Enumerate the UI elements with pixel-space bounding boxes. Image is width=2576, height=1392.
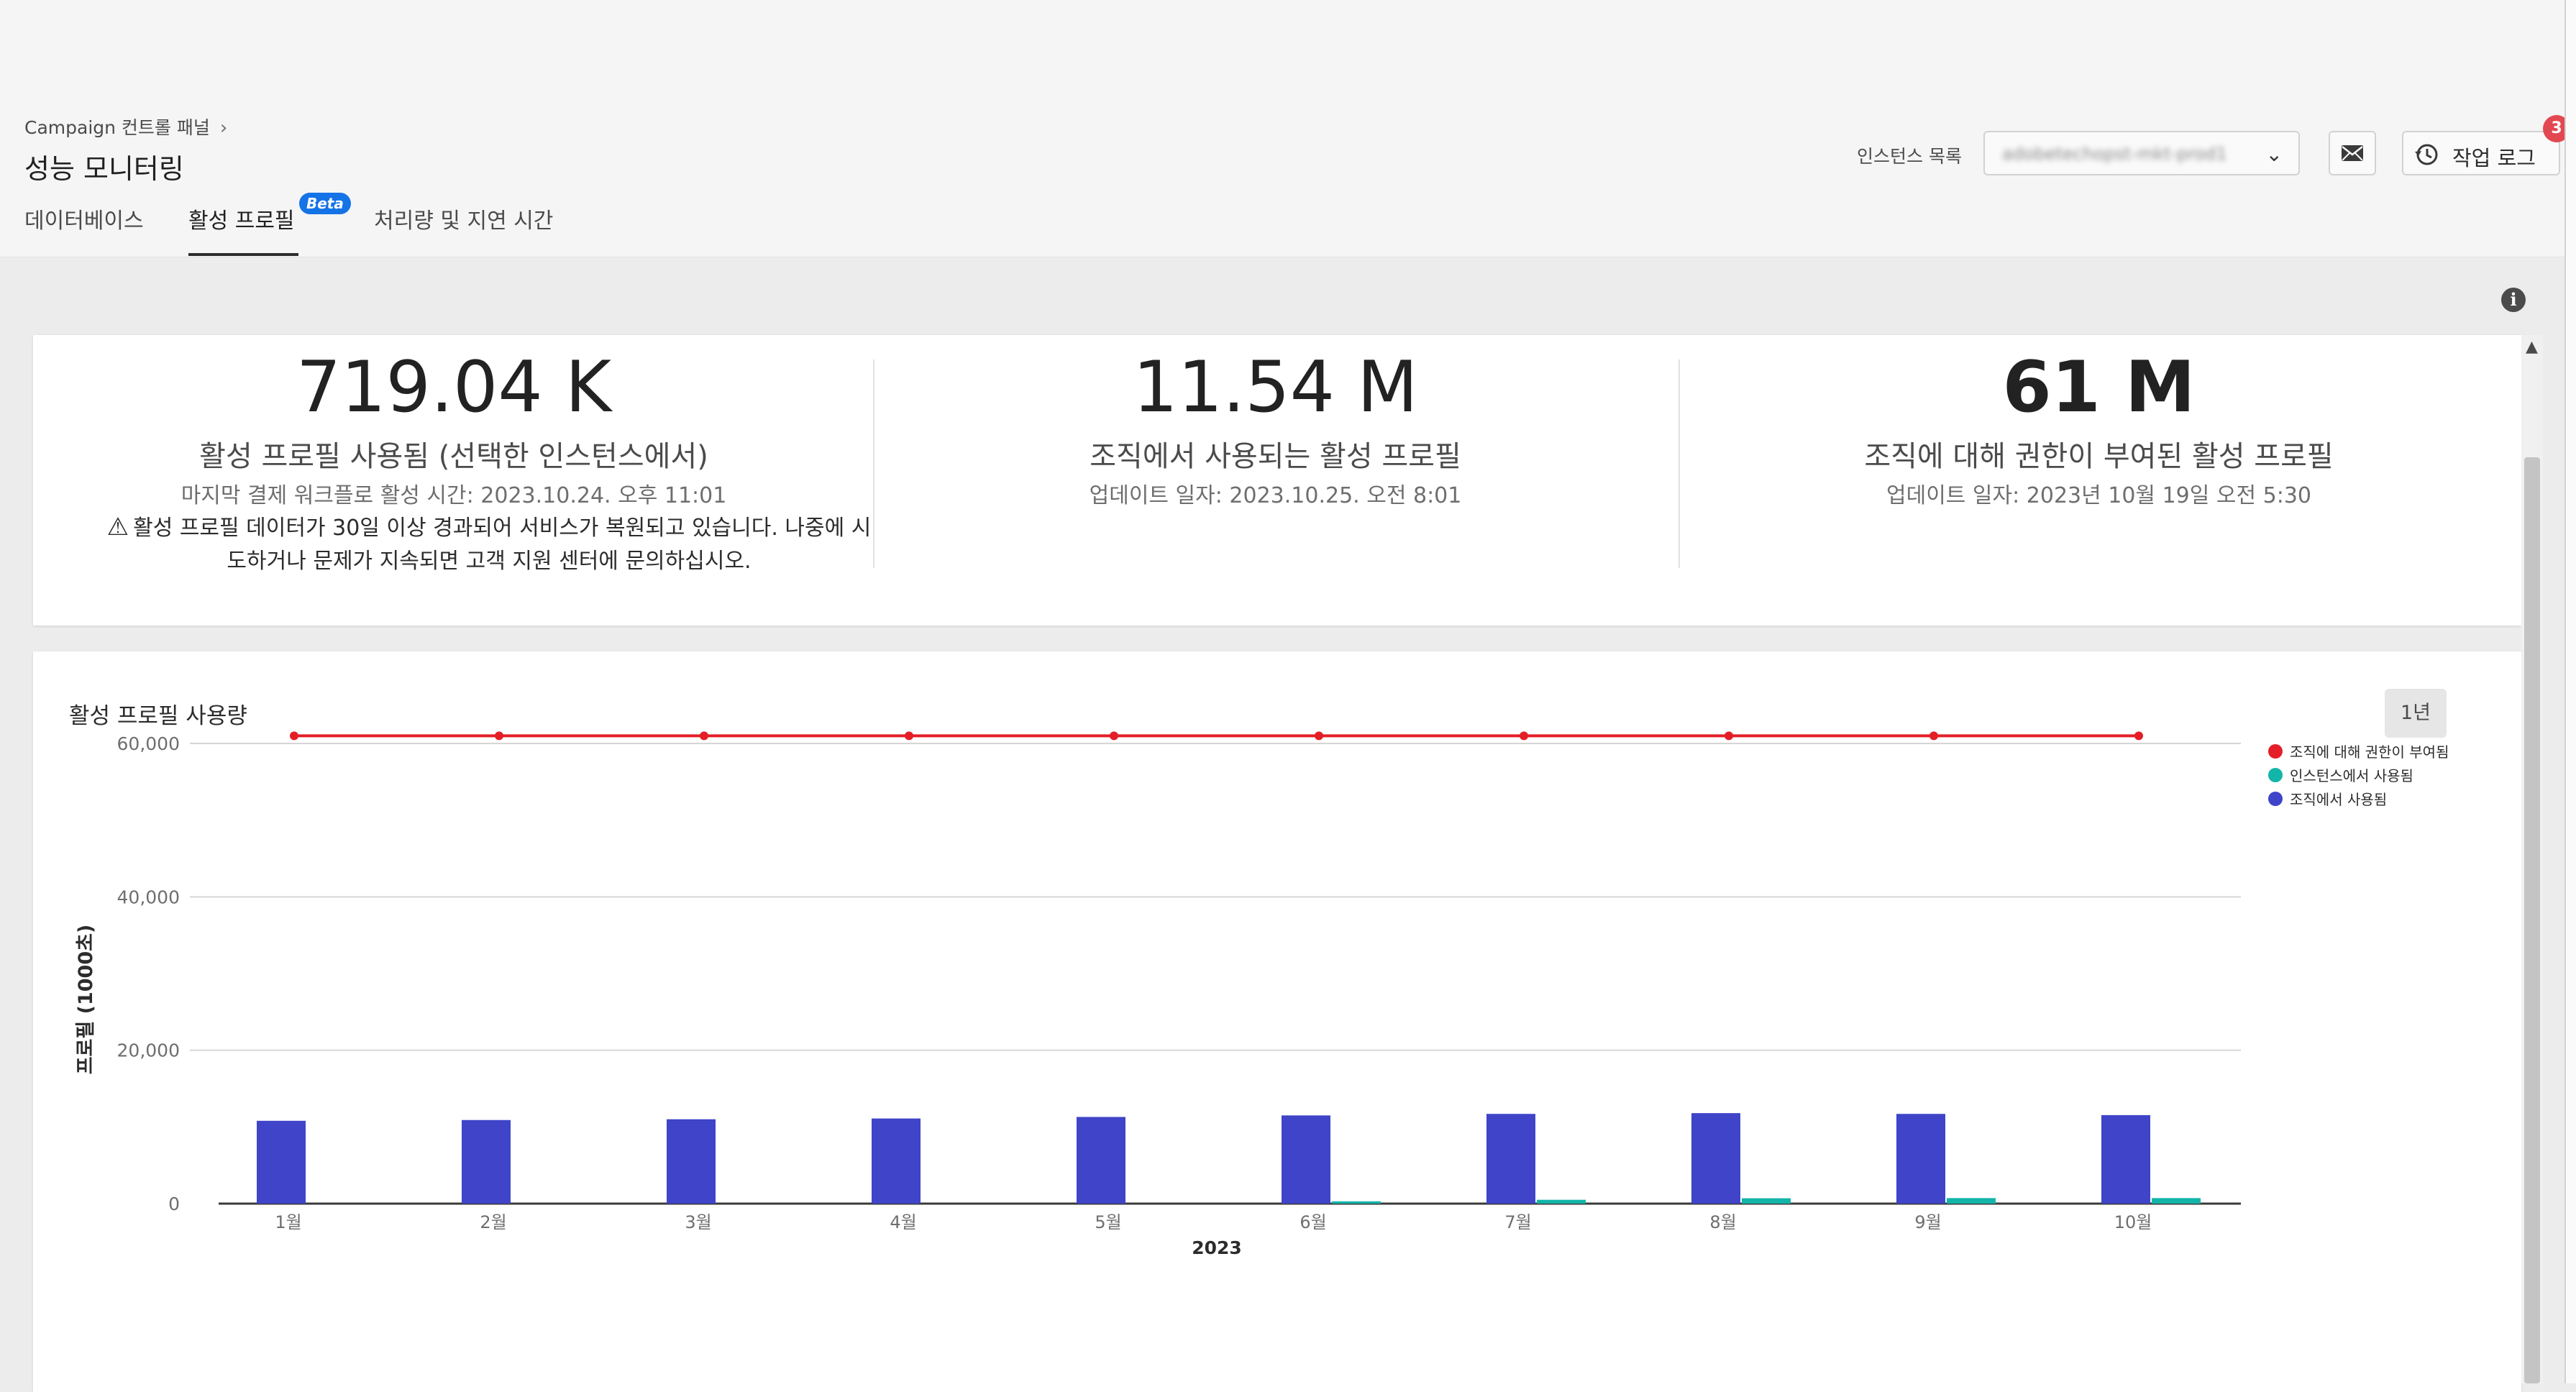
top-header: Campaign 컨트롤 패널 › 성능 모니터링 데이터베이스 활성 프로필 B… bbox=[0, 0, 2576, 257]
job-log-label: 작업 로그 bbox=[2452, 146, 2536, 170]
legend-item[interactable]: 조직에서 사용됨 bbox=[2268, 788, 2449, 812]
history-icon bbox=[2415, 144, 2438, 165]
bar-org-used bbox=[872, 1118, 921, 1204]
legend-swatch bbox=[2268, 767, 2283, 782]
info-icon[interactable]: i bbox=[2501, 288, 2526, 312]
chart-title: 활성 프로필 사용량 bbox=[69, 703, 247, 729]
mail-icon bbox=[2342, 145, 2363, 161]
chart-legend: 조직에 대해 권한이 부여됨 인스턴스에서 사용됨 조직에서 사용됨 bbox=[2268, 741, 2449, 812]
x-tick-label: 4월 bbox=[890, 1212, 916, 1232]
window-edge bbox=[2564, 0, 2576, 1383]
mail-button[interactable] bbox=[2329, 131, 2376, 175]
breadcrumb[interactable]: Campaign 컨트롤 패널 › bbox=[24, 114, 227, 139]
stats-card: 719.04 K 활성 프로필 사용됨 (선택한 인스턴스에서) 마지막 결제 … bbox=[33, 335, 2521, 626]
y-axis-title: 프로필 (1000초) bbox=[75, 925, 97, 1075]
usage-chart: 0 20,000 40,000 60,000 프로필 (1000초) 1월 2월 3월 4월 5월… bbox=[75, 731, 2241, 1258]
x-tick-label: 5월 bbox=[1095, 1212, 1121, 1232]
y-tick-label: 0 bbox=[168, 1194, 180, 1214]
bar-org-used bbox=[1486, 1114, 1535, 1204]
warning-icon: ⚠ bbox=[106, 513, 129, 541]
legend-swatch bbox=[2268, 743, 2283, 759]
bar-org-used bbox=[1896, 1114, 1945, 1204]
stat-value: 61 M bbox=[2002, 347, 2196, 429]
stat-subtext: 마지막 결제 워크플로 활성 시간: 2023.10.24. 오후 11:01 bbox=[181, 483, 727, 508]
point-entitled bbox=[2134, 731, 2143, 741]
instance-list-label: 인스턴스 목록 bbox=[1857, 146, 1962, 167]
bar-org-used bbox=[257, 1120, 306, 1204]
divider bbox=[1678, 360, 1680, 568]
bar-instance-used bbox=[2152, 1198, 2201, 1204]
tab-active-profiles[interactable]: 활성 프로필 bbox=[188, 209, 295, 234]
bar-org-used bbox=[1077, 1117, 1125, 1204]
bar-instance-used bbox=[1947, 1198, 1996, 1204]
instance-select[interactable]: adobetechopst-mkt-prod1 ⌄ bbox=[1983, 131, 2300, 175]
point-entitled bbox=[1929, 731, 1938, 741]
x-tick-label: 7월 bbox=[1504, 1212, 1531, 1232]
y-tick-label: 60,000 bbox=[117, 733, 180, 754]
x-tick-label: 10월 bbox=[2114, 1212, 2152, 1232]
point-entitled bbox=[495, 731, 503, 741]
warning-text-line2: 도하거나 문제가 지속되면 고객 지원 센터에 문의하십시오. bbox=[227, 549, 752, 574]
x-tick-label: 6월 bbox=[1300, 1212, 1326, 1232]
x-tick-label: 3월 bbox=[685, 1212, 711, 1232]
divider bbox=[873, 360, 874, 568]
point-entitled bbox=[290, 731, 298, 741]
scroll-up-arrow-icon[interactable]: ▲ bbox=[2526, 338, 2538, 356]
point-entitled bbox=[700, 731, 708, 741]
legend-label: 인스턴스에서 사용됨 bbox=[2290, 767, 2413, 784]
warning-message: ⚠ 활성 프로필 데이터가 30일 이상 경과되어 서비스가 복원되고 있습니다.… bbox=[72, 510, 906, 578]
tab-throughput-latency[interactable]: 처리량 및 지연 시간 bbox=[374, 209, 554, 234]
point-entitled bbox=[1725, 731, 1733, 741]
legend-item[interactable]: 조직에 대해 권한이 부여됨 bbox=[2268, 741, 2449, 764]
tab-selected-indicator bbox=[188, 253, 298, 256]
bar-org-used bbox=[1282, 1115, 1330, 1204]
x-tick-label: 2월 bbox=[480, 1212, 506, 1232]
point-entitled bbox=[1520, 731, 1528, 741]
legend-label: 조직에서 사용됨 bbox=[2290, 791, 2388, 808]
x-tick-label: 8월 bbox=[1709, 1212, 1736, 1232]
warning-text-line1: 활성 프로필 데이터가 30일 이상 경과되어 서비스가 복원되고 있습니다. … bbox=[133, 516, 872, 541]
chevron-down-icon: ⌄ bbox=[2265, 142, 2283, 166]
stat-value: 719.04 K bbox=[296, 347, 612, 429]
legend-label: 조직에 대해 권한이 부여됨 bbox=[2290, 743, 2449, 761]
stat-label: 조직에 대해 권한이 부여된 활성 프로필 bbox=[1864, 440, 2334, 473]
legend-swatch bbox=[2268, 791, 2283, 806]
stat-subtext: 업데이트 일자: 2023.10.25. 오전 8:01 bbox=[1089, 483, 1462, 508]
bar-org-used bbox=[2101, 1114, 2150, 1204]
y-tick-label: 40,000 bbox=[117, 887, 180, 907]
point-entitled bbox=[905, 731, 913, 741]
instance-select-value: adobetechopst-mkt-prod1 bbox=[2002, 144, 2227, 164]
scrollbar-thumb[interactable] bbox=[2524, 457, 2540, 1383]
point-entitled bbox=[1110, 731, 1118, 741]
job-log-button[interactable]: 작업 로그 bbox=[2402, 131, 2560, 175]
tab-database[interactable]: 데이터베이스 bbox=[24, 209, 144, 234]
legend-item[interactable]: 인스턴스에서 사용됨 bbox=[2268, 764, 2449, 788]
y-tick-label: 20,000 bbox=[117, 1040, 180, 1061]
chart-card: 활성 프로필 사용량 1년 조직에 대해 권한이 부여됨 인스턴스에서 사용됨 … bbox=[33, 651, 2521, 1392]
period-button[interactable]: 1년 bbox=[2385, 689, 2447, 738]
x-tick-label: 9월 bbox=[1914, 1212, 1941, 1232]
bar-instance-used bbox=[1742, 1198, 1791, 1204]
stat-subtext: 업데이트 일자: 2023년 10월 19일 오전 5:30 bbox=[1886, 483, 2311, 508]
x-axis-title: 2023 bbox=[1192, 1237, 1242, 1258]
bar-instance-used bbox=[1537, 1199, 1586, 1204]
stat-label: 조직에서 사용되는 활성 프로필 bbox=[1090, 440, 1461, 473]
bar-org-used bbox=[1691, 1113, 1740, 1204]
bar-org-used bbox=[667, 1119, 716, 1204]
beta-badge: Beta bbox=[299, 193, 351, 214]
bar-org-used bbox=[462, 1119, 511, 1204]
bar-instance-used bbox=[1332, 1201, 1381, 1204]
page-title: 성능 모니터링 bbox=[24, 153, 184, 185]
point-entitled bbox=[1315, 731, 1323, 741]
stat-value: 11.54 M bbox=[1133, 347, 1418, 429]
x-tick-label: 1월 bbox=[275, 1212, 301, 1232]
breadcrumb-link[interactable]: Campaign 컨트롤 패널 bbox=[24, 117, 210, 138]
stat-label: 활성 프로필 사용됨 (선택한 인스턴스에서) bbox=[199, 440, 708, 473]
chevron-right-icon: › bbox=[219, 117, 228, 139]
